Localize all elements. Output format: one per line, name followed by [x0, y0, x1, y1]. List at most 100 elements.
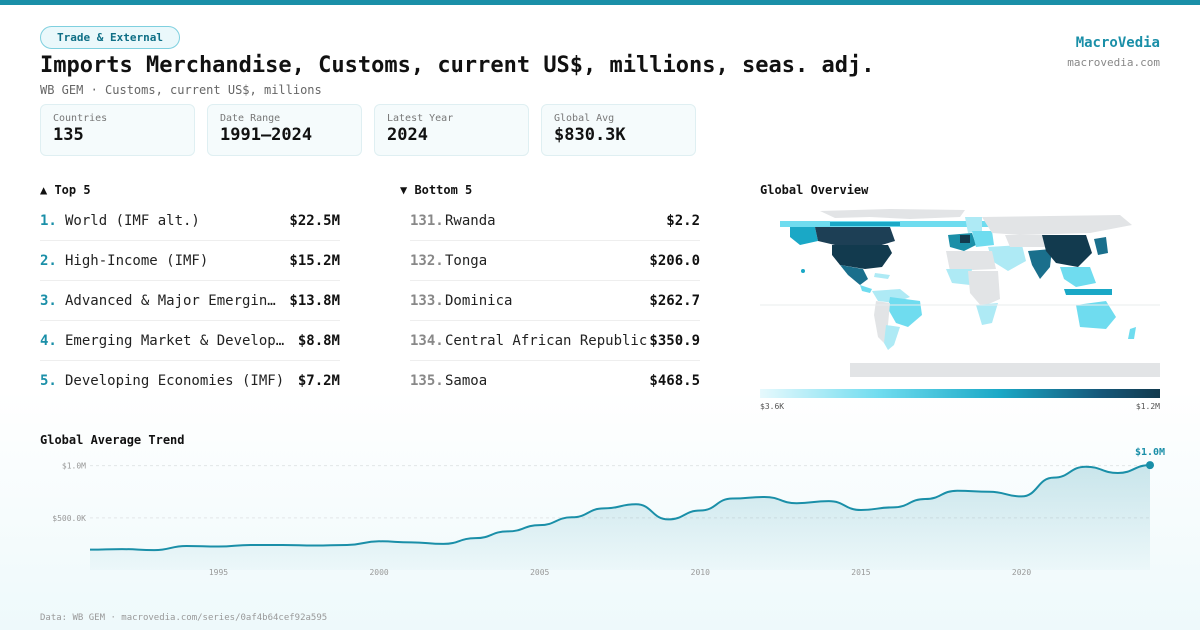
- map-region-new-zealand[interactable]: [1128, 327, 1136, 339]
- trend-point[interactable]: [988, 490, 991, 493]
- trend-point[interactable]: [313, 544, 316, 547]
- country-name: High-Income (IMF): [65, 252, 209, 269]
- map-region-caribbean[interactable]: [874, 273, 890, 279]
- map-region-central-asia[interactable]: [1005, 235, 1045, 247]
- list-item[interactable]: 4. Emerging Market & Developing Economie…: [40, 321, 340, 361]
- list-item[interactable]: 2. High-Income (IMF) $15.2M: [40, 241, 340, 281]
- country-value: $15.2M: [289, 252, 340, 269]
- trend-point[interactable]: [153, 549, 156, 552]
- map-region-southeast-asia[interactable]: [1060, 267, 1096, 287]
- stats-row: Countries 135 Date Range 1991–2024 Lates…: [40, 104, 696, 156]
- trend-point[interactable]: [827, 500, 830, 503]
- trend-point[interactable]: [956, 489, 959, 492]
- map-region-north-africa[interactable]: [946, 251, 996, 271]
- footer-source[interactable]: Data: WB GEM · macrovedia.com/series/0af…: [40, 613, 328, 623]
- trend-point[interactable]: [731, 497, 734, 500]
- trend-point[interactable]: [345, 543, 348, 546]
- trend-chart[interactable]: $500.0K $1.0M 1995 2000 2005 2010 2015 2020 $1…: [0, 440, 1200, 590]
- country-name: Samoa: [445, 373, 488, 389]
- x-tick-label: 2020: [1012, 568, 1031, 577]
- rank: 135.: [410, 373, 444, 389]
- stat-card-countries: Countries 135: [40, 104, 195, 156]
- brand-name[interactable]: MacroVedia: [1075, 35, 1160, 51]
- map-region-usa[interactable]: [832, 245, 892, 269]
- map-region-south-africa[interactable]: [976, 303, 998, 325]
- country-value: $22.5M: [289, 212, 340, 229]
- map-region-china[interactable]: [1042, 235, 1092, 267]
- map-heading: Global Overview: [760, 183, 869, 197]
- map-region-hawaii[interactable]: [801, 269, 805, 273]
- world-choropleth-map[interactable]: [760, 205, 1160, 383]
- map-region-mexico[interactable]: [840, 265, 868, 285]
- list-item[interactable]: 1. World (IMF alt.) $22.5M: [40, 201, 340, 241]
- map-region-central-africa[interactable]: [968, 271, 1000, 307]
- trend-point[interactable]: [924, 498, 927, 501]
- trend-point[interactable]: [506, 530, 509, 533]
- list-item[interactable]: 131. Rwanda $2.2: [410, 201, 700, 241]
- trend-point[interactable]: [763, 495, 766, 498]
- trend-point[interactable]: [185, 545, 188, 548]
- trend-point[interactable]: [795, 502, 798, 505]
- trend-point[interactable]: [635, 503, 638, 506]
- trend-point[interactable]: [474, 537, 477, 540]
- map-region-alaska[interactable]: [790, 227, 818, 245]
- map-region-middle-east[interactable]: [988, 245, 1026, 271]
- country-value: $206.0: [649, 252, 700, 269]
- map-region-europe-east[interactable]: [972, 231, 994, 247]
- map-region-arctic-band-dark[interactable]: [830, 222, 900, 226]
- country-value: $468.5: [649, 373, 700, 389]
- trend-end-value-label: $1.0M: [1135, 447, 1165, 458]
- map-region-india[interactable]: [1028, 249, 1052, 279]
- trend-point[interactable]: [217, 545, 220, 548]
- list-item[interactable]: 134. Central African Republic $350.9: [410, 321, 700, 361]
- map-region-west-africa[interactable]: [946, 269, 972, 285]
- map-region-korea-japan[interactable]: [1094, 237, 1108, 255]
- list-item[interactable]: 5. Developing Economies (IMF) $7.2M: [40, 361, 340, 401]
- trend-point[interactable]: [602, 507, 605, 510]
- country-name: Tonga: [445, 252, 488, 269]
- trend-point[interactable]: [699, 509, 702, 512]
- trend-point[interactable]: [1052, 476, 1055, 479]
- trend-point[interactable]: [859, 509, 862, 512]
- trend-point[interactable]: [121, 548, 124, 551]
- list-item[interactable]: 133. Dominica $262.7: [410, 281, 700, 321]
- map-region-russia[interactable]: [982, 215, 1132, 235]
- country-name: Central African Republic: [445, 332, 648, 349]
- map-region-antarctica[interactable]: [850, 363, 1160, 377]
- brand[interactable]: MacroVedia macrovedia.com: [1067, 35, 1160, 69]
- trend-point[interactable]: [892, 506, 895, 509]
- country-name: Emerging Market & Developing Economies: [65, 332, 290, 349]
- category-badge[interactable]: Trade & External: [40, 26, 180, 49]
- country-name: Dominica: [445, 292, 513, 309]
- trend-end-point[interactable]: [1146, 461, 1154, 470]
- map-region-germany[interactable]: [960, 235, 970, 243]
- rank: 131.: [410, 212, 444, 229]
- list-item[interactable]: 132. Tonga $206.0: [410, 241, 700, 281]
- map-region-central-america[interactable]: [860, 285, 872, 293]
- map-region-scandinavia[interactable]: [965, 217, 982, 233]
- list-item[interactable]: 135. Samoa $468.5: [410, 361, 700, 401]
- trend-point[interactable]: [667, 518, 670, 521]
- trend-point[interactable]: [281, 543, 284, 546]
- trend-point[interactable]: [378, 540, 381, 543]
- map-region-australia[interactable]: [1076, 301, 1116, 329]
- rank: 5.: [40, 373, 57, 389]
- map-region-brazil[interactable]: [888, 297, 922, 327]
- trend-point[interactable]: [1084, 465, 1087, 468]
- trend-point[interactable]: [249, 543, 252, 546]
- trend-point[interactable]: [89, 548, 92, 551]
- list-item[interactable]: 3. Advanced & Major Emerging Economies $…: [40, 281, 340, 321]
- x-tick-label: 2005: [530, 568, 549, 577]
- trend-point[interactable]: [442, 542, 445, 545]
- country-value: $2.2: [666, 212, 700, 229]
- trend-point[interactable]: [1020, 495, 1023, 498]
- map-region-indonesia[interactable]: [1064, 289, 1112, 295]
- trend-point[interactable]: [538, 524, 541, 527]
- trend-point[interactable]: [570, 516, 573, 519]
- map-region-greenland[interactable]: [820, 209, 965, 219]
- trend-point[interactable]: [410, 541, 413, 544]
- map-region-canada[interactable]: [815, 227, 895, 247]
- brand-url[interactable]: macrovedia.com: [1067, 56, 1160, 69]
- trend-point[interactable]: [1116, 471, 1119, 474]
- map-region-argentina[interactable]: [884, 325, 900, 350]
